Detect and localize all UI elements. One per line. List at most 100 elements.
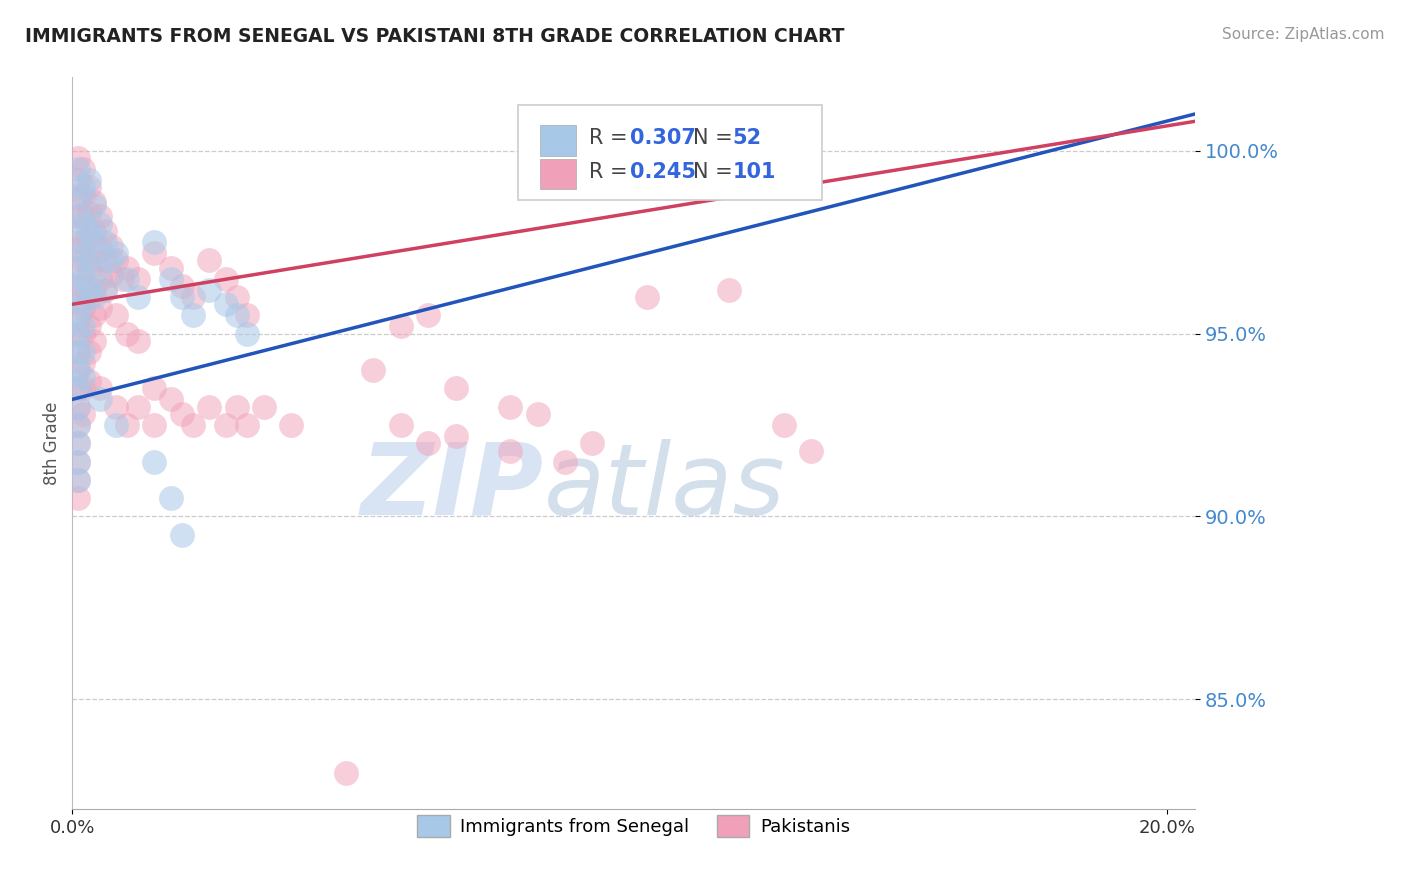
Point	[554, 454, 576, 468]
Point	[66, 210, 89, 224]
Point	[115, 417, 138, 432]
Point	[418, 308, 440, 322]
Point	[526, 407, 548, 421]
Point	[77, 260, 100, 275]
Point	[72, 161, 94, 176]
Point	[181, 290, 204, 304]
Point	[66, 454, 89, 468]
Point	[499, 443, 522, 458]
Point	[83, 283, 105, 297]
Point	[66, 400, 89, 414]
Point	[94, 224, 117, 238]
Point	[89, 381, 111, 395]
FancyBboxPatch shape	[517, 104, 823, 201]
Point	[72, 301, 94, 315]
Point	[89, 243, 111, 257]
Point	[66, 161, 89, 176]
Point	[66, 381, 89, 395]
Point	[77, 290, 100, 304]
Point	[127, 334, 149, 348]
Point	[89, 271, 111, 285]
Point	[444, 381, 467, 395]
Point	[236, 417, 259, 432]
Point	[72, 370, 94, 384]
Point	[72, 326, 94, 341]
Point	[83, 253, 105, 268]
Point	[66, 454, 89, 468]
Point	[66, 381, 89, 395]
Point	[89, 217, 111, 231]
Text: R =: R =	[589, 128, 634, 148]
Point	[77, 319, 100, 334]
Point	[159, 491, 181, 505]
Point	[83, 224, 105, 238]
Point	[66, 293, 89, 308]
Point	[66, 210, 89, 224]
Point	[280, 417, 302, 432]
Point	[105, 400, 128, 414]
Point	[198, 400, 221, 414]
Point	[77, 173, 100, 187]
Text: Source: ZipAtlas.com: Source: ZipAtlas.com	[1222, 27, 1385, 42]
Point	[110, 271, 132, 285]
Point	[253, 400, 276, 414]
Point	[66, 151, 89, 165]
Text: N =: N =	[693, 161, 740, 182]
Point	[214, 417, 236, 432]
Point	[181, 417, 204, 432]
Point	[89, 301, 111, 315]
Point	[581, 436, 603, 450]
Point	[418, 436, 440, 450]
Text: IMMIGRANTS FROM SENEGAL VS PAKISTANI 8TH GRADE CORRELATION CHART: IMMIGRANTS FROM SENEGAL VS PAKISTANI 8TH…	[25, 27, 845, 45]
Point	[72, 381, 94, 395]
Point	[66, 400, 89, 414]
Point	[181, 308, 204, 322]
Point	[77, 180, 100, 194]
Point	[170, 407, 193, 421]
Point	[335, 765, 357, 780]
Point	[66, 344, 89, 359]
Point	[83, 198, 105, 212]
Point	[127, 400, 149, 414]
Point	[94, 235, 117, 249]
Point	[94, 253, 117, 268]
Point	[83, 235, 105, 249]
Text: 0.307: 0.307	[630, 128, 696, 148]
Point	[214, 271, 236, 285]
Point	[66, 235, 89, 249]
Point	[143, 454, 166, 468]
Point	[225, 308, 247, 322]
Point	[225, 400, 247, 414]
Point	[105, 246, 128, 260]
Point	[72, 246, 94, 260]
Point	[66, 417, 89, 432]
Point	[143, 417, 166, 432]
Point	[718, 283, 741, 297]
Text: R =: R =	[589, 161, 634, 182]
Point	[159, 271, 181, 285]
Y-axis label: 8th Grade: 8th Grade	[44, 401, 60, 485]
Point	[159, 392, 181, 407]
Point	[66, 326, 89, 341]
Point	[444, 429, 467, 443]
Point	[100, 253, 122, 268]
Point	[66, 260, 89, 275]
Point	[72, 297, 94, 311]
Point	[198, 283, 221, 297]
Point	[83, 334, 105, 348]
Text: atlas: atlas	[544, 439, 786, 536]
Text: 101: 101	[733, 161, 776, 182]
Point	[499, 400, 522, 414]
Point	[72, 271, 94, 285]
Point	[72, 319, 94, 334]
Point	[66, 191, 89, 205]
Point	[66, 308, 89, 322]
Point	[66, 491, 89, 505]
Point	[105, 308, 128, 322]
Point	[72, 217, 94, 231]
Point	[77, 231, 100, 245]
Text: ZIP: ZIP	[361, 439, 544, 536]
Point	[77, 224, 100, 238]
Point	[66, 363, 89, 377]
Point	[143, 246, 166, 260]
